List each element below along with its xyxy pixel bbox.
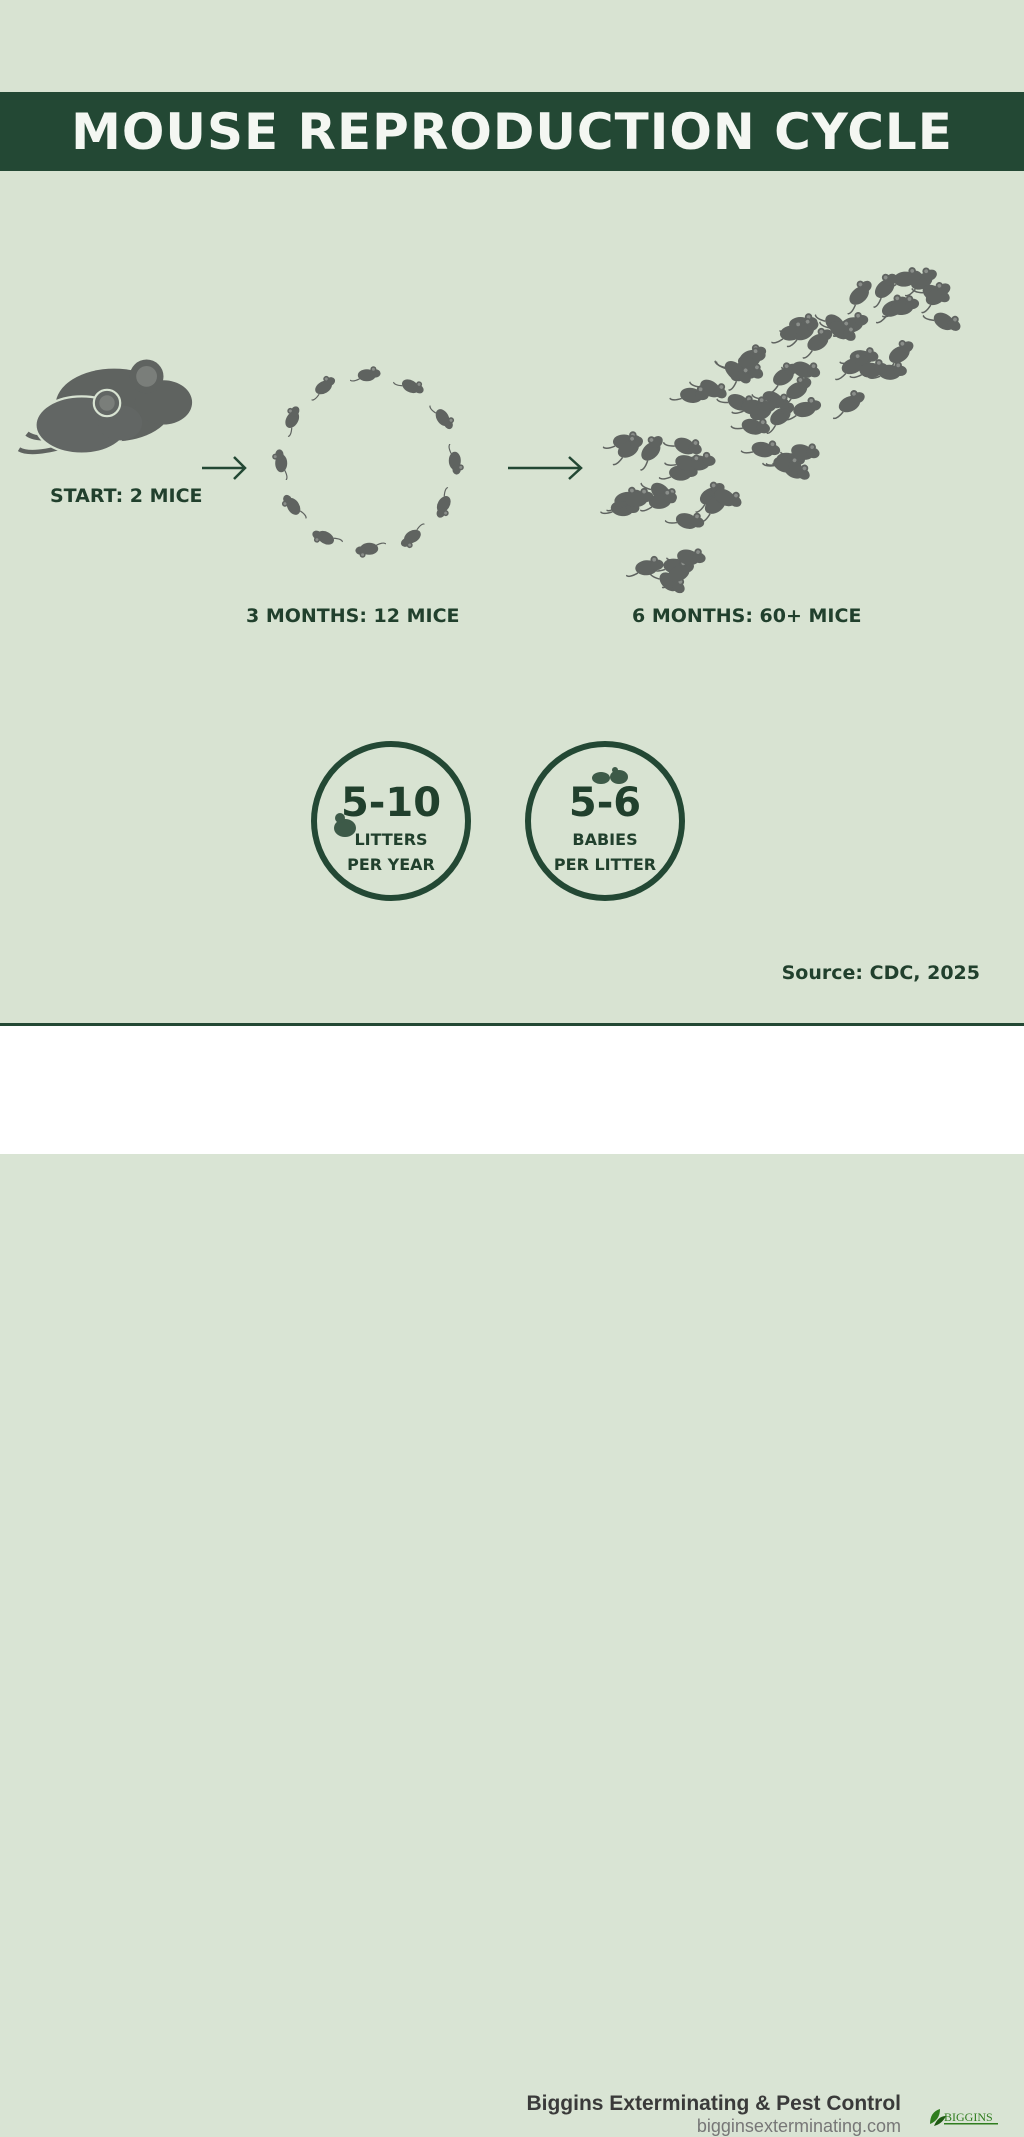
stage-label-start: START: 2 MICE	[50, 485, 203, 507]
mouse-icon	[396, 522, 433, 552]
mouse-icon	[825, 385, 870, 421]
footer: Biggins Exterminating & Pest Control big…	[0, 1026, 1024, 2136]
stat-label: PER LITTER	[553, 855, 657, 874]
mouse-icon	[448, 443, 465, 476]
mouse-icon	[392, 369, 428, 399]
title-band: MOUSE REPRODUCTION CYCLE	[0, 92, 1024, 171]
mouse-icon	[354, 542, 387, 559]
cluster-of-mice	[599, 263, 966, 600]
arrow-icon	[202, 456, 247, 480]
company-url[interactable]: bigginsexterminating.com	[696, 2116, 901, 2136]
mouse-icon	[349, 365, 382, 382]
stat-value: 5-10	[340, 780, 442, 826]
stage-label-3-months: 3 MONTHS: 12 MICE	[246, 605, 460, 627]
mouse-icon	[278, 490, 308, 527]
mouse-icon	[739, 433, 783, 462]
company-logo: BIGGINS	[930, 2109, 998, 2126]
mouse-icon	[17, 388, 143, 455]
baby-mice-icon	[592, 767, 628, 784]
stat-litters-per-year: 5-10 LITTERS PER YEAR	[311, 741, 471, 901]
infographic: MOUSE REPRODUCTION CYCLE	[0, 0, 1024, 1024]
mouse-icon	[334, 813, 356, 837]
mouse-icon	[275, 402, 305, 438]
start-mice	[17, 359, 193, 455]
ring-of-mice	[271, 365, 465, 559]
mouse-icon	[921, 299, 966, 338]
svg-text:BIGGINS: BIGGINS	[944, 2110, 993, 2124]
mouse-icon	[663, 503, 708, 535]
mouse-icon	[308, 525, 344, 555]
mouse-icon	[271, 448, 288, 481]
mouse-icon	[624, 554, 666, 578]
mouse-icon	[428, 397, 458, 434]
mouse-icon	[303, 372, 340, 402]
mouse-icon	[835, 274, 878, 316]
arrow-icon	[508, 456, 583, 480]
mouse-icon	[431, 486, 461, 522]
company-name: Biggins Exterminating & Pest Control	[526, 2092, 901, 2115]
divider	[0, 1023, 1024, 1026]
source-note: Source: CDC, 2025	[781, 962, 980, 984]
stat-label: PER YEAR	[347, 855, 435, 874]
stage-label-6-months: 6 MONTHS: 60+ MICE	[632, 605, 862, 627]
stat-label: LITTERS	[354, 830, 428, 849]
mouse-illustrations	[17, 263, 966, 600]
stat-value: 5-6	[568, 780, 642, 826]
stat-babies-per-litter: 5-6 BABIES PER LITTER	[525, 741, 685, 901]
stat-label: BABIES	[572, 830, 638, 849]
page-title: MOUSE REPRODUCTION CYCLE	[71, 102, 953, 161]
